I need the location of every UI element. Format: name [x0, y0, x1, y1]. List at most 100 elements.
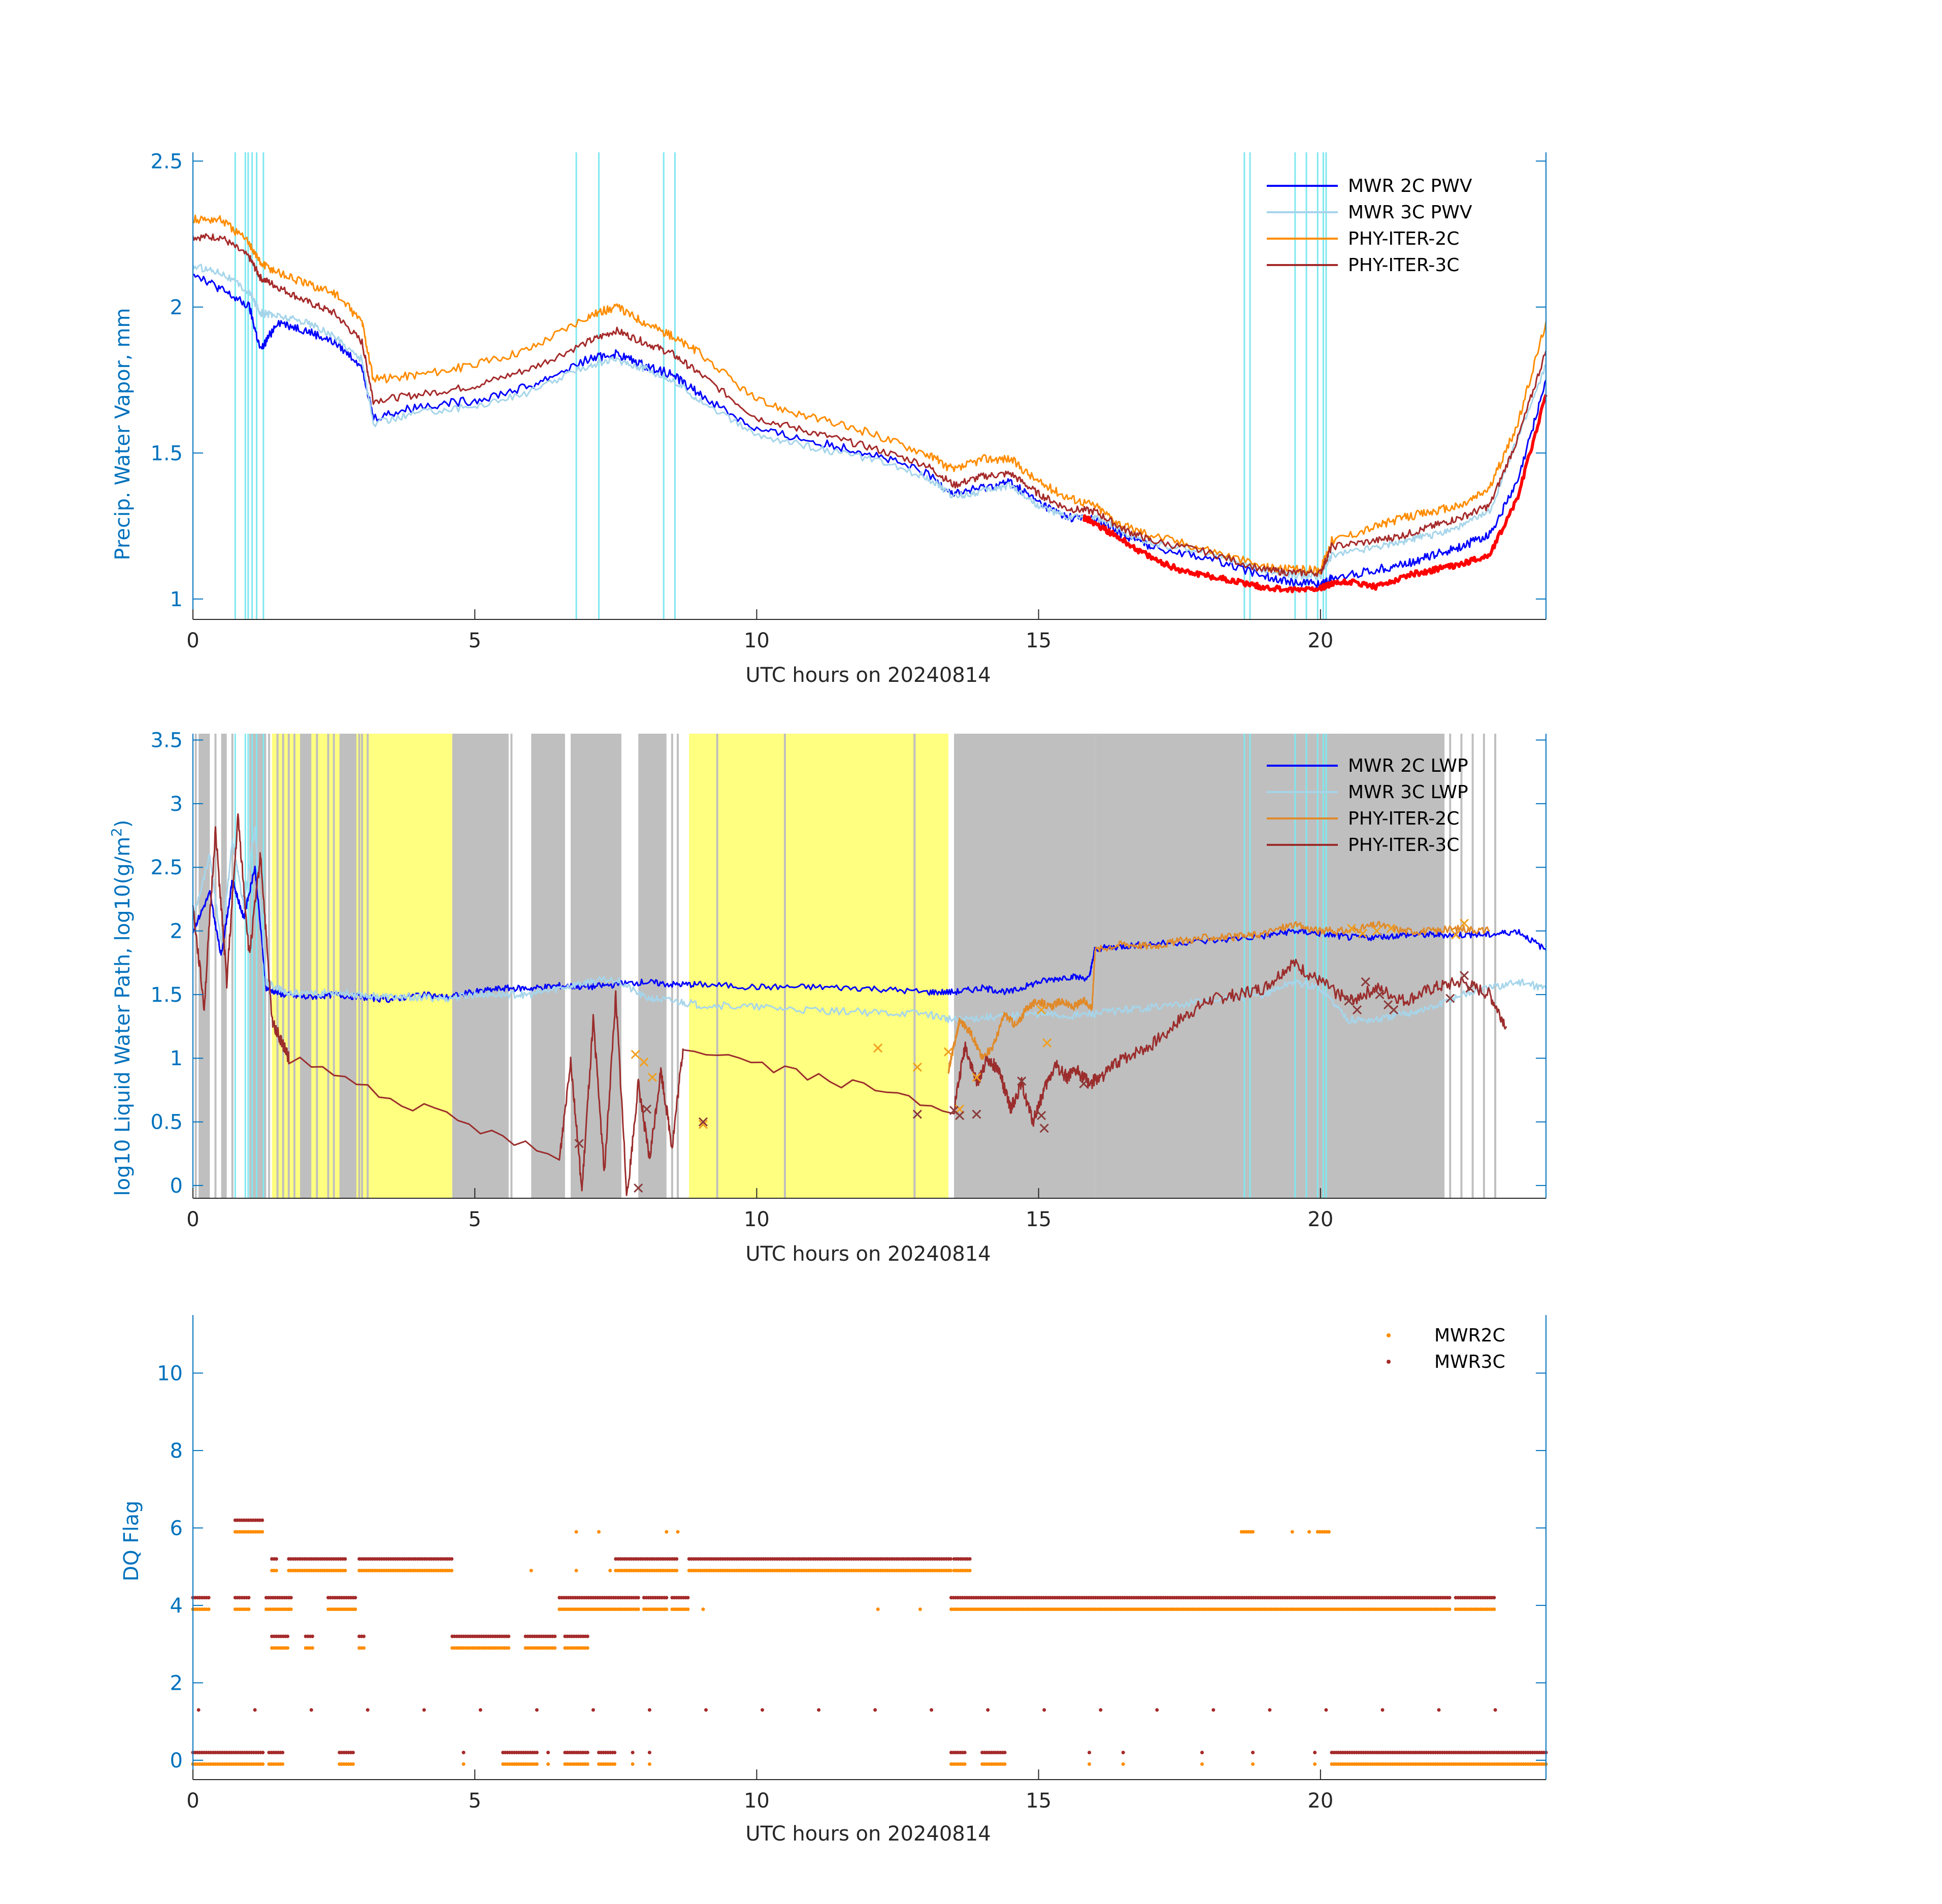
marker-3c: [912, 1109, 922, 1119]
series-line-flagged: [1082, 394, 1548, 594]
marker-2c: [1346, 924, 1356, 933]
marker-2c: [1358, 929, 1368, 938]
dq-point-mwr2c: [462, 1762, 466, 1766]
dq-point-mwr2c: [1447, 1607, 1452, 1611]
dq-point-mwr2c: [665, 1530, 669, 1534]
dq-point-mwr3c: [309, 1708, 313, 1712]
dq-point-mwr3c: [1088, 1751, 1092, 1755]
dq-point-mwr3c: [1099, 1708, 1103, 1712]
dq-point-mwr3c: [450, 1557, 454, 1561]
dq-point-mwr2c: [647, 1762, 651, 1766]
dq-point-mwr3c: [1155, 1708, 1159, 1712]
dq-point-mwr3c: [546, 1751, 550, 1755]
gray-span: [339, 734, 357, 1198]
x-tick-label: 20: [1307, 629, 1333, 652]
lwp-ylabel: log10 Liquid Water Path, log10(g/m2): [108, 820, 135, 1196]
lwp-panel: 0 5 10 15 20 0 0.5 1 1.5 2 2.5 3 3.5 log10 Liquid Wa…: [108, 729, 1547, 1266]
marker-2c: [912, 1062, 922, 1072]
legend-label: MWR3C: [1434, 1352, 1505, 1372]
dq-point-mwr2c: [1003, 1762, 1007, 1766]
dq-point-mwr2c: [1290, 1530, 1294, 1534]
dq-point-mwr2c: [1492, 1607, 1496, 1611]
dq-point-mwr3c: [507, 1634, 511, 1638]
x-tick-label: 0: [186, 629, 199, 652]
dq-point-mwr2c: [686, 1607, 690, 1611]
x-tick-label: 5: [468, 1789, 481, 1813]
dq-point-mwr3c: [478, 1708, 482, 1712]
marker-3c: [1037, 1110, 1046, 1121]
dq-point-mwr3c: [196, 1708, 201, 1712]
lwp-ylabel-main: log10 Liquid Water Path, log10(g/m: [111, 837, 135, 1196]
dq-point-mwr2c: [343, 1568, 347, 1572]
gray-span: [221, 734, 227, 1198]
marker-3c: [955, 1110, 965, 1121]
dq-point-mwr3c: [1492, 1596, 1496, 1600]
dq-point-mwr2c: [675, 1568, 679, 1572]
dq-point-mwr3c: [289, 1596, 293, 1600]
marker-3c: [1445, 994, 1455, 1003]
legend-label: PHY-ITER-2C: [1348, 228, 1459, 249]
dq-point-mwr2c: [608, 1568, 612, 1572]
dq-point-mwr3c: [1200, 1751, 1204, 1755]
y-tick-label: 2: [170, 920, 183, 943]
dq-point-mwr3c: [930, 1708, 934, 1712]
dq-point-mwr2c: [507, 1646, 511, 1650]
dq-point-mwr3c: [1268, 1708, 1272, 1712]
dq-point-mwr2c: [1121, 1762, 1125, 1766]
gray-span: [570, 734, 621, 1198]
dq-point-mwr2c: [546, 1762, 550, 1766]
marker-2c: [972, 1072, 981, 1082]
dq-point-mwr2c: [553, 1646, 557, 1650]
y-tick-label: 10: [157, 1362, 183, 1385]
dq-point-mwr3c: [1313, 1751, 1317, 1755]
dq-point-mwr2c: [968, 1568, 972, 1572]
marker-3c: [1459, 971, 1469, 980]
dq-point-mwr3c: [704, 1708, 708, 1712]
gray-span: [300, 734, 312, 1198]
marker-2c: [698, 1120, 708, 1129]
marker-3c: [1344, 996, 1354, 1006]
dq-point-mwr3c: [286, 1634, 289, 1638]
marker-3c: [1352, 1005, 1362, 1015]
dq-xlabel: UTC hours on 20240814: [745, 1822, 991, 1846]
x-tick-label: 0: [186, 1208, 199, 1231]
dq-point-mwr3c: [1003, 1751, 1007, 1755]
dq-point-mwr3c: [591, 1708, 595, 1712]
dq-point-mwr3c: [1437, 1708, 1441, 1712]
dq-point-mwr2c: [450, 1568, 454, 1572]
dq-point-mwr2c: [351, 1762, 355, 1766]
dq-point-mwr3c: [462, 1751, 466, 1755]
dq-point-mwr3c: [247, 1596, 251, 1600]
marker-2c: [1386, 924, 1396, 933]
dq-point-mwr3c: [260, 1518, 265, 1522]
dq-point-mwr2c: [574, 1530, 578, 1534]
dq-point-mwr2c: [1307, 1530, 1311, 1534]
x-tick-label: 10: [744, 1789, 770, 1813]
dq-point-mwr3c: [631, 1751, 635, 1755]
y-tick-label: 0: [170, 1749, 183, 1772]
marker-2c: [631, 1049, 640, 1059]
dq-point-mwr2c: [574, 1568, 578, 1572]
dq-legend: MWR2C MWR3C: [1387, 1325, 1505, 1372]
dq-point-mwr3c: [585, 1751, 589, 1755]
dq-point-mwr3c: [665, 1596, 669, 1600]
marker-3c: [1389, 1005, 1399, 1015]
lwp-legend: MWR 2C LWP MWR 3C LWP PHY-ITER-2C PHY-ITER-…: [1267, 756, 1468, 856]
marker-3c: [1079, 1079, 1089, 1089]
gray-span: [954, 734, 1095, 1198]
dq-point-mwr3c: [261, 1751, 265, 1755]
dq-point-mwr3c: [535, 1751, 539, 1755]
dq-point-mwr2c: [597, 1530, 601, 1534]
dq-point-mwr2c: [247, 1607, 251, 1611]
dq-point-mwr2c: [948, 1568, 952, 1572]
dq-ylabel: DQ Flag: [120, 1500, 143, 1581]
y-tick-label: 3.5: [150, 729, 183, 752]
y-tick-label: 6: [170, 1517, 183, 1540]
pwv-panel: 0 5 10 15 20 1 1.5 2 2.5 Precip. Water Vapor, mm…: [111, 150, 1548, 687]
pwv-ylabel: Precip. Water Vapor, mm: [111, 308, 135, 561]
dq-point-mwr2c: [1200, 1762, 1204, 1766]
dq-point-mwr3c: [274, 1557, 278, 1561]
dq-point-mwr2c: [1327, 1530, 1331, 1534]
marker-3c: [1039, 1124, 1049, 1133]
x-tick-label: 15: [1026, 1208, 1051, 1231]
